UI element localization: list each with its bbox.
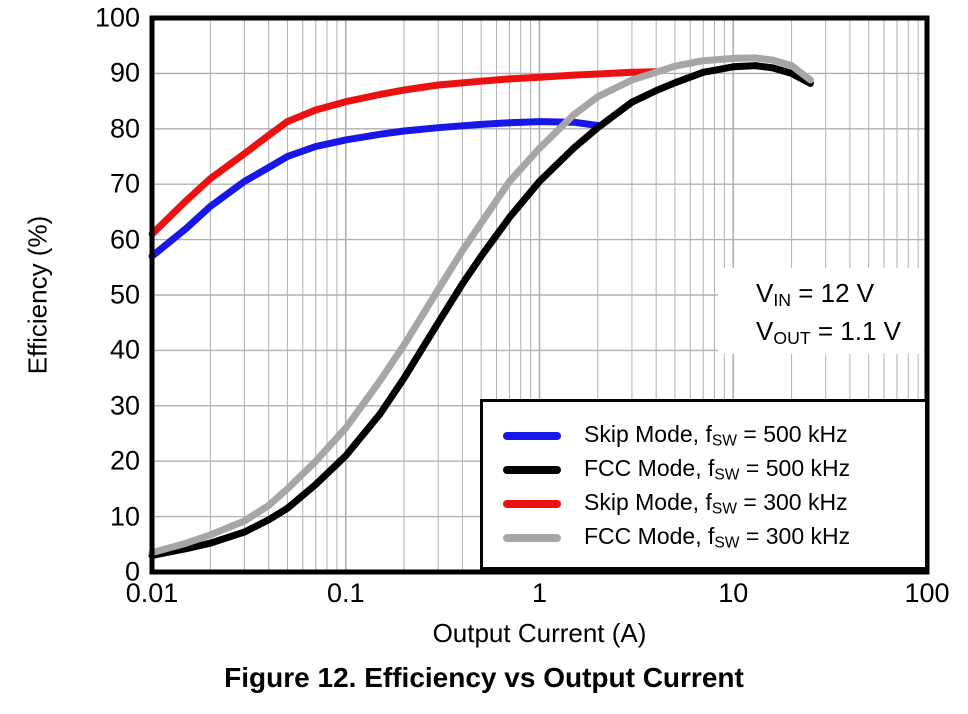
legend: Skip Mode, fSW = 500 kHz FCC Mode, fSW =… [480,399,928,570]
legend-label-post: = 300 kHz [739,522,851,549]
annotation-vout-pre: V [756,315,774,346]
y-tick-label: 100 [94,2,140,33]
conditions-annotation: VIN = 12 V VOUT = 1.1 V [718,268,924,354]
legend-item-fcc-500: FCC Mode, fSW = 500 kHz [503,453,925,487]
annotation-vin-pre: V [756,278,774,308]
legend-label: FCC Mode, fSW = 300 kHz [584,523,850,552]
legend-label-pre: Skip Mode, f [584,488,712,515]
legend-label-sub: SW [714,534,740,552]
y-tick-label: 0 [124,556,140,587]
y-tick-label: 70 [109,168,140,199]
plot-frame [149,15,930,575]
annotation-vin: VIN = 12 V [756,278,924,316]
x-axis-title: Output Current (A) [432,618,647,648]
legend-label-sub: SW [711,432,738,450]
curve-2-skip-mode-fsw-300-khz [148,68,660,238]
y-tick-label: 80 [109,113,140,144]
y-tick-label: 50 [109,279,140,310]
curve-1-fcc-mode-fsw-500-khz [148,62,814,559]
curve-0-skip-mode-fsw-500-khz [148,118,602,260]
legend-swatch-black [503,465,561,474]
y-tick-label: 90 [109,57,140,88]
x-tick-label: 10 [718,578,749,608]
annotation-vout-sub: OUT [773,327,811,348]
legend-label: Skip Mode, fSW = 500 kHz [584,421,848,450]
curve-3-fcc-mode-fsw-300-khz [148,54,814,557]
annotation-vout-value: = 1.1 V [810,315,901,346]
y-tick-label: 10 [109,501,140,532]
y-tick-label: 40 [109,334,140,365]
legend-item-fcc-300: FCC Mode, fSW = 300 kHz [503,521,925,555]
legend-swatch-gray [503,533,561,542]
annotation-vout: VOUT = 1.1 V [756,316,924,354]
annotation-vin-value: = 12 V [791,278,875,308]
legend-label: Skip Mode, fSW = 300 kHz [584,489,848,518]
legend-label-sub: SW [714,466,740,484]
legend-swatch-red [503,499,561,508]
y-axis-title: Efficiency (%) [22,215,53,375]
legend-label-pre: FCC Mode, f [584,454,715,481]
y-tick-label: 20 [109,445,140,476]
legend-label-post: = 500 kHz [739,454,851,481]
annotation-vin-sub: IN [773,289,792,310]
x-tick-label: 100 [904,578,950,608]
x-tick-label: 0.01 [125,578,179,608]
legend-swatch-blue [503,431,561,440]
legend-label-pre: Skip Mode, f [584,420,712,447]
legend-label-post: = 300 kHz [737,488,848,515]
figure-caption: Figure 12. Efficiency vs Output Current [224,662,744,693]
legend-item-skip-500: Skip Mode, fSW = 500 kHz [503,419,925,453]
x-tick-label: 1 [531,578,548,608]
legend-label-post: = 500 kHz [737,420,848,447]
y-tick-label: 30 [109,390,140,421]
legend-item-skip-300: Skip Mode, fSW = 300 kHz [503,487,925,521]
y-tick-label: 60 [109,224,140,255]
legend-label: FCC Mode, fSW = 500 kHz [584,455,850,484]
x-tick-label: 0.1 [326,578,365,608]
legend-label-sub: SW [711,500,738,518]
legend-label-pre: FCC Mode, f [584,522,715,549]
